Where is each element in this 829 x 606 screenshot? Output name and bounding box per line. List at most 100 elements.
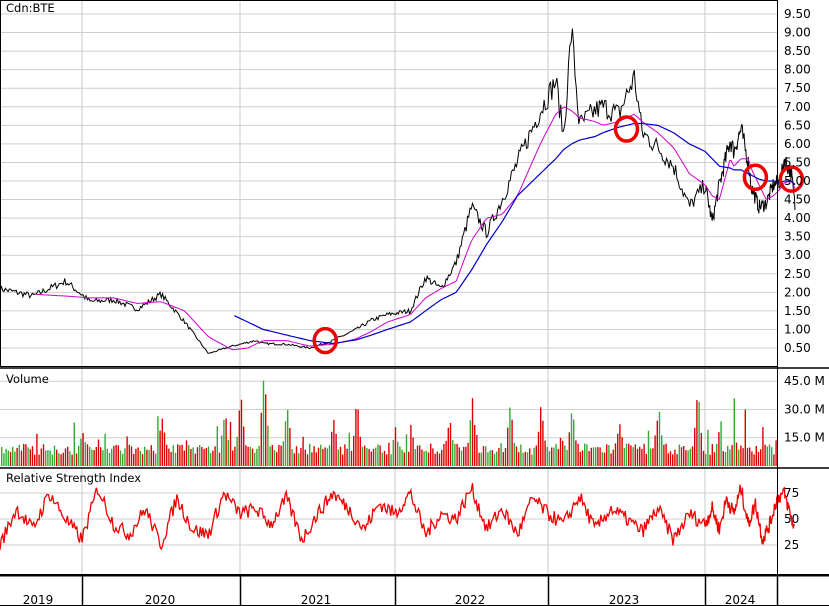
volume-bar bbox=[115, 445, 117, 466]
volume-bar bbox=[742, 448, 744, 466]
volume-bar bbox=[524, 451, 526, 466]
volume-bar bbox=[333, 419, 335, 466]
volume-bar bbox=[529, 448, 531, 466]
volume-bar bbox=[740, 445, 742, 466]
volume-bar bbox=[159, 430, 161, 466]
volume-bar bbox=[760, 449, 762, 466]
volume-bar bbox=[306, 454, 309, 466]
price-y-tick: 5.50 bbox=[784, 155, 811, 169]
volume-bar bbox=[40, 448, 42, 466]
x-axis-year-label: 2020 bbox=[145, 593, 176, 606]
volume-bar bbox=[757, 451, 760, 466]
volume-bar bbox=[75, 453, 78, 466]
volume-bar bbox=[273, 450, 276, 466]
volume-bar bbox=[260, 412, 262, 466]
volume-bar bbox=[463, 446, 465, 466]
volume-bar bbox=[364, 445, 366, 466]
volume-bar bbox=[179, 445, 181, 466]
volume-bar bbox=[12, 447, 14, 466]
volume-bar bbox=[595, 447, 597, 466]
volume-bar bbox=[544, 440, 546, 466]
volume-bar bbox=[771, 447, 773, 466]
volume-bar bbox=[350, 451, 353, 466]
volume-bar bbox=[177, 444, 179, 466]
volume-bar bbox=[386, 454, 388, 466]
volume-bar bbox=[634, 444, 636, 466]
volume-bar bbox=[344, 444, 346, 466]
volume-bar bbox=[647, 430, 650, 466]
volume-bar bbox=[135, 448, 137, 466]
volume-bar bbox=[311, 452, 313, 466]
rsi-panel-title: Relative Strength Index bbox=[6, 471, 141, 485]
volume-bar bbox=[236, 436, 238, 466]
volume-bar bbox=[678, 444, 680, 466]
volume-bar bbox=[491, 450, 493, 466]
volume-bar bbox=[584, 443, 586, 466]
volume-bar bbox=[300, 448, 302, 466]
volume-bar bbox=[141, 454, 144, 466]
volume-bar bbox=[232, 450, 234, 466]
volume-bar bbox=[482, 446, 485, 466]
volume-bar bbox=[592, 447, 595, 466]
volume-bar bbox=[641, 448, 643, 466]
volume-bar bbox=[573, 419, 575, 466]
volume-bar bbox=[67, 446, 69, 466]
volume-bar bbox=[438, 453, 441, 466]
rsi-y-tick: 25 bbox=[784, 538, 799, 552]
volume-bar bbox=[31, 446, 34, 466]
volume-bar bbox=[755, 446, 757, 466]
volume-bar bbox=[746, 447, 749, 466]
volume-bar bbox=[601, 452, 603, 466]
volume-bar bbox=[397, 441, 399, 466]
volume-bar bbox=[709, 454, 711, 466]
volume-bar bbox=[126, 436, 128, 466]
volume-bar bbox=[328, 445, 331, 466]
volume-bar bbox=[454, 443, 456, 466]
volume-bar bbox=[489, 450, 491, 466]
volume-bar bbox=[249, 446, 251, 466]
volume-bar bbox=[383, 450, 386, 466]
volume-bar bbox=[240, 399, 243, 466]
volume-bar bbox=[441, 449, 443, 466]
volume-bar bbox=[645, 453, 647, 466]
volume-bar bbox=[348, 432, 350, 466]
price-y-tick: 2.00 bbox=[784, 285, 811, 299]
volume-bar bbox=[227, 439, 229, 466]
volume-bar bbox=[588, 451, 590, 466]
price-y-tick: 4.00 bbox=[784, 211, 811, 225]
volume-bar bbox=[632, 447, 634, 466]
volume-bar bbox=[696, 400, 698, 466]
volume-bar bbox=[346, 448, 348, 466]
volume-bar bbox=[680, 447, 683, 466]
volume-bar bbox=[744, 409, 746, 466]
volume-bar bbox=[504, 447, 507, 466]
volume-bar bbox=[458, 447, 460, 466]
volume-bar bbox=[469, 420, 471, 466]
volume-bar bbox=[166, 444, 168, 466]
volume-bar bbox=[735, 442, 738, 466]
volume-bar bbox=[117, 445, 119, 466]
volume-bar bbox=[762, 427, 764, 466]
volume-bar bbox=[467, 442, 469, 466]
volume-bar bbox=[190, 449, 192, 466]
volume-bar bbox=[414, 449, 416, 466]
volume-bar bbox=[608, 445, 610, 466]
price-y-tick: 9.50 bbox=[784, 7, 811, 21]
volume-bar bbox=[339, 446, 342, 466]
volume-bar bbox=[656, 420, 658, 466]
volume-bar bbox=[394, 427, 397, 466]
volume-bar bbox=[331, 431, 333, 466]
volume-bar bbox=[14, 451, 16, 466]
volume-bar bbox=[540, 407, 542, 466]
volume-bar bbox=[727, 445, 729, 466]
price-y-tick: 9.00 bbox=[784, 26, 811, 40]
price-y-tick: 5.00 bbox=[784, 174, 811, 188]
volume-bar bbox=[243, 426, 245, 466]
volume-bar bbox=[372, 448, 375, 466]
volume-bar bbox=[155, 453, 157, 466]
volume-bar bbox=[617, 433, 619, 466]
volume-bar bbox=[707, 429, 709, 466]
price-y-tick: 3.00 bbox=[784, 248, 811, 262]
volume-bar bbox=[289, 428, 291, 466]
